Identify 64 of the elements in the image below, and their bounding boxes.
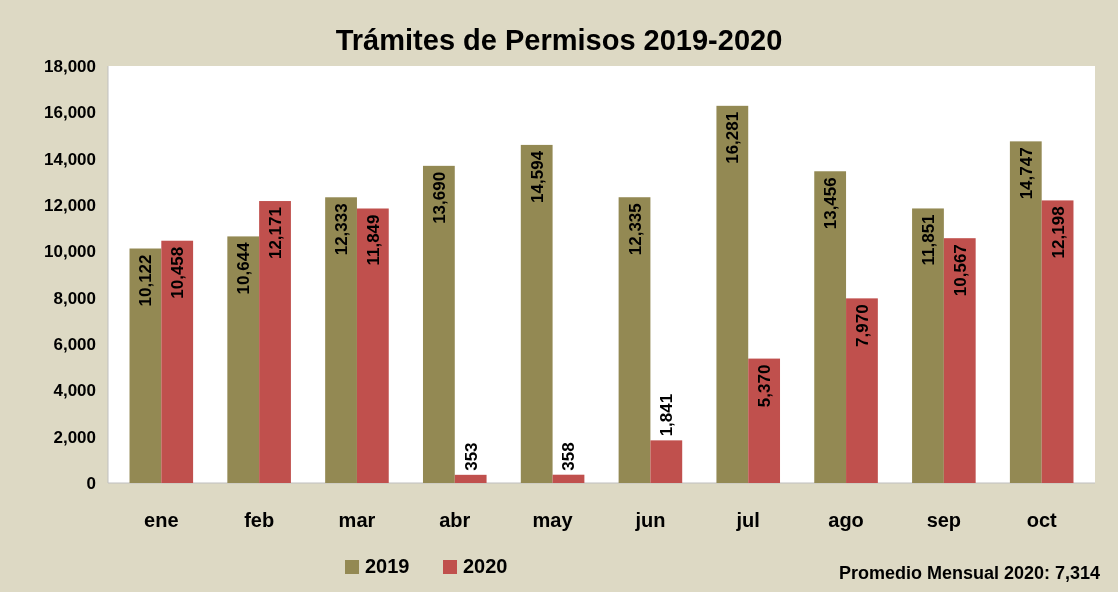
data-label: 12,333 <box>332 203 352 256</box>
x-tick-label: ene <box>144 509 179 531</box>
bar <box>846 298 878 483</box>
y-tick-label: 16,000 <box>44 103 96 123</box>
bar <box>1041 200 1074 483</box>
data-label: 12,335 <box>625 203 645 256</box>
data-label: 12,198 <box>1048 206 1068 259</box>
data-label: 10,644 <box>234 241 254 295</box>
data-label: 11,851 <box>918 214 938 266</box>
y-tick-label: 2,000 <box>53 427 96 447</box>
legend-label: 2020 <box>463 555 508 577</box>
bar <box>814 171 847 483</box>
x-tick-label: jul <box>735 509 760 531</box>
bar <box>1009 141 1042 483</box>
y-tick-label: 10,000 <box>44 242 96 262</box>
bar <box>161 240 194 483</box>
y-tick-label: 0 <box>86 473 96 493</box>
data-label: 7,970 <box>852 304 872 347</box>
bar <box>618 197 651 483</box>
data-label: 13,456 <box>821 177 841 230</box>
bar <box>259 201 291 483</box>
bar <box>748 358 781 483</box>
chart-title: Trámites de Permisos 2019-2020 <box>335 24 783 56</box>
data-label: 353 <box>461 442 481 471</box>
y-tick-label: 4,000 <box>53 381 96 401</box>
bar <box>650 440 683 483</box>
bar <box>356 208 389 483</box>
x-tick-label: oct <box>1026 509 1058 531</box>
x-tick-label: feb <box>244 509 275 531</box>
bar <box>454 474 487 483</box>
data-label: 5,370 <box>755 364 775 408</box>
data-label: 10,458 <box>168 246 188 299</box>
bar <box>129 248 162 483</box>
x-tick-label: mar <box>338 509 376 531</box>
data-label: 11,849 <box>363 214 383 266</box>
bar <box>716 105 749 483</box>
text: Promedio Mensual 2020: 7,314 <box>838 563 1100 583</box>
data-label: 12,171 <box>266 207 286 260</box>
y-tick-label: 12,000 <box>44 195 96 215</box>
x-tick-label: sep <box>926 509 962 531</box>
data-label: 16,281 <box>723 111 743 164</box>
data-label: 10,567 <box>950 244 970 297</box>
data-label: 1,841 <box>657 393 677 437</box>
data-label: 14,747 <box>1016 147 1036 200</box>
x-tick-label: ago <box>828 509 864 531</box>
x-tick-label: jun <box>634 509 666 531</box>
y-tick-label: 8,000 <box>53 288 96 308</box>
bar <box>325 197 357 483</box>
data-label: 14,594 <box>527 150 547 203</box>
bar <box>520 144 553 483</box>
bar <box>422 165 455 483</box>
y-tick-label: 14,000 <box>44 149 96 169</box>
x-tick-label: abr <box>439 509 471 531</box>
bar <box>227 236 260 483</box>
data-label: 358 <box>559 442 579 471</box>
bar <box>912 208 944 483</box>
data-label: 13,690 <box>429 171 449 224</box>
bar <box>943 238 976 483</box>
y-tick-label: 18,000 <box>44 56 96 76</box>
data-label: 10,122 <box>136 254 156 307</box>
y-tick-label: 6,000 <box>53 334 96 354</box>
legend-label: 2019 <box>365 555 410 577</box>
x-tick-label: may <box>532 509 574 531</box>
bar <box>552 474 585 483</box>
